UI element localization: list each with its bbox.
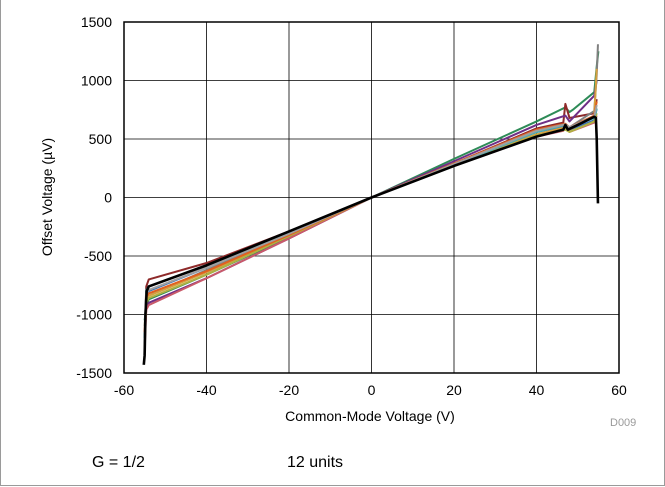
series-line-3 — [143, 80, 598, 338]
y-tick-label: 1000 — [81, 73, 112, 89]
x-tick-label: 60 — [611, 382, 627, 398]
y-tick-label: 500 — [89, 131, 113, 147]
x-tick-label: 20 — [446, 382, 462, 398]
x-tick-label: -20 — [279, 382, 299, 398]
y-axis-title: Offset Voltage (µV) — [39, 138, 55, 256]
x-tick-label: -60 — [114, 382, 134, 398]
series-group — [142, 44, 600, 365]
x-tick-labels: -60 -40 -20 0 20 40 60 — [114, 382, 627, 398]
plot-border — [123, 21, 620, 374]
y-tick-label: -1000 — [76, 307, 112, 323]
y-tick-labels: -1500 -1000 -500 0 500 1000 1500 — [76, 14, 112, 381]
figure-code: D009 — [610, 417, 636, 429]
y-tick-label: 1500 — [81, 14, 112, 30]
series-line-12 — [142, 115, 600, 365]
y-tick-label: 0 — [104, 190, 112, 206]
y-tick-label: -500 — [84, 248, 112, 264]
x-tick-label: 0 — [368, 382, 376, 398]
units-caption: 12 units — [287, 454, 344, 471]
x-tick-label: 40 — [529, 382, 545, 398]
x-axis-title: Common-Mode Voltage (V) — [285, 408, 455, 424]
y-tick-label: -1500 — [76, 365, 112, 381]
x-tick-label: -40 — [196, 382, 216, 398]
gain-caption: G = 1/2 — [92, 454, 145, 471]
